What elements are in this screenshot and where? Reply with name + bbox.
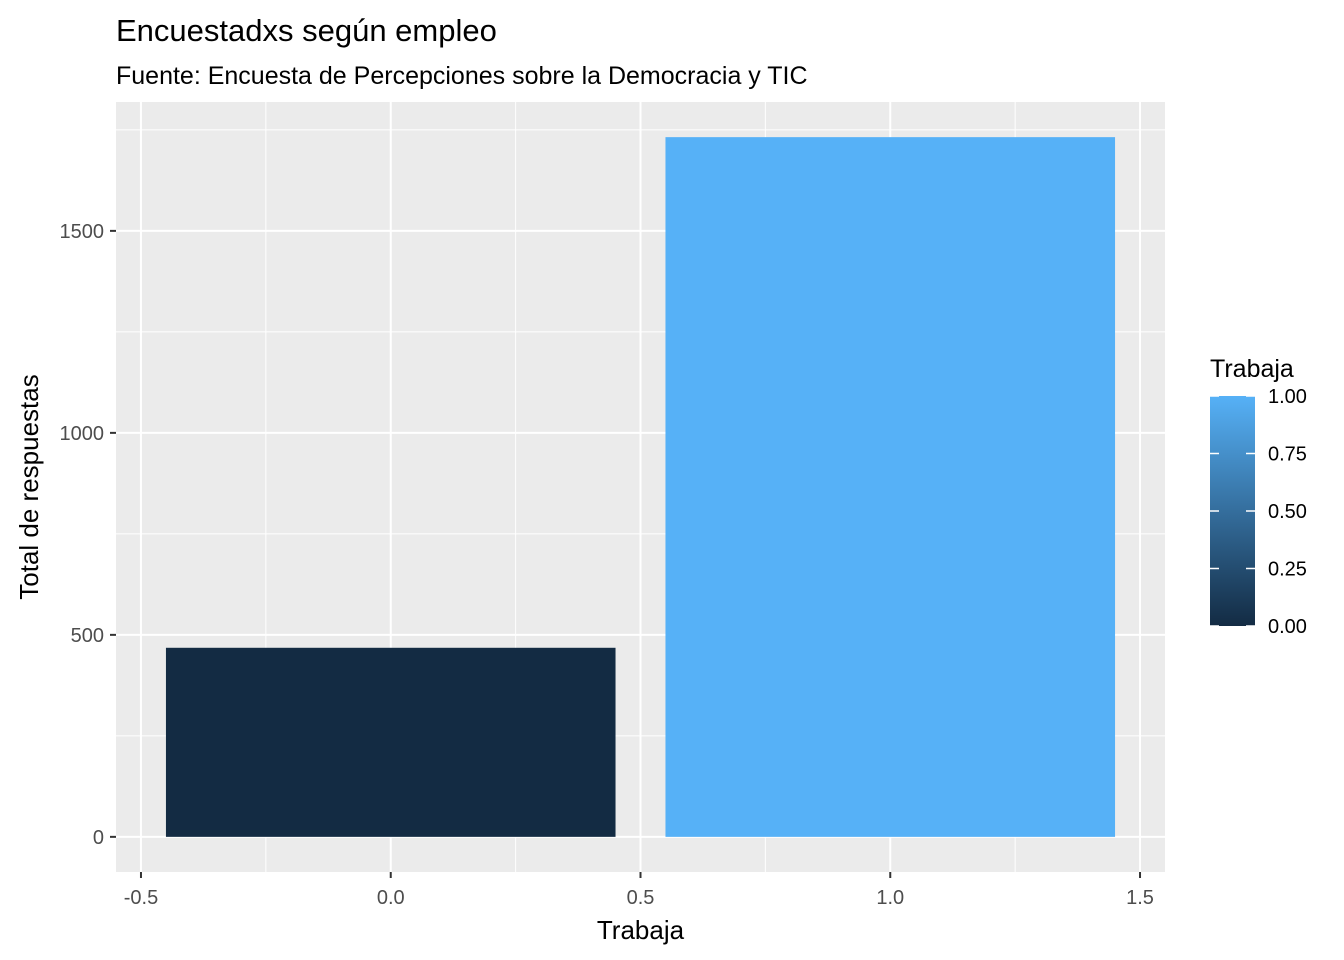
x-tick-label: 0.5: [627, 887, 655, 909]
y-tick-label: 1500: [60, 221, 105, 243]
y-tick-label: 1000: [60, 423, 105, 445]
legend-label: 1.00: [1268, 386, 1307, 408]
y-tick-label: 0: [93, 827, 104, 849]
y-axis-title: Total de respuestas: [14, 374, 44, 599]
legend-label: 0.00: [1268, 616, 1307, 638]
legend: Trabaja 1.00 0.75 0.50 0.25 0.00: [1210, 355, 1307, 638]
x-tick-label: 0.0: [377, 887, 405, 909]
bar-0: [165, 647, 616, 837]
y-tick-label: 500: [71, 625, 104, 647]
legend-label: 0.75: [1268, 444, 1307, 466]
x-axis: -0.5 0.0 0.5 1.0 1.5: [124, 872, 1154, 909]
x-tick-label: -0.5: [124, 887, 158, 909]
x-tick-label: 1.0: [876, 887, 904, 909]
bar-1: [665, 137, 1116, 837]
x-axis-title: Trabaja: [597, 915, 685, 945]
legend-label: 0.25: [1268, 559, 1307, 581]
legend-label: 0.50: [1268, 501, 1307, 523]
bars: [165, 137, 1116, 837]
chart-subtitle: Fuente: Encuesta de Percepciones sobre l…: [116, 62, 808, 90]
y-axis: 0 500 1000 1500: [60, 221, 116, 849]
legend-title: Trabaja: [1210, 355, 1294, 383]
x-tick-label: 1.5: [1126, 887, 1154, 909]
chart-title: Encuestadxs según empleo: [116, 13, 497, 48]
legend-ticks: 1.00 0.75 0.50 0.25 0.00: [1210, 386, 1307, 638]
